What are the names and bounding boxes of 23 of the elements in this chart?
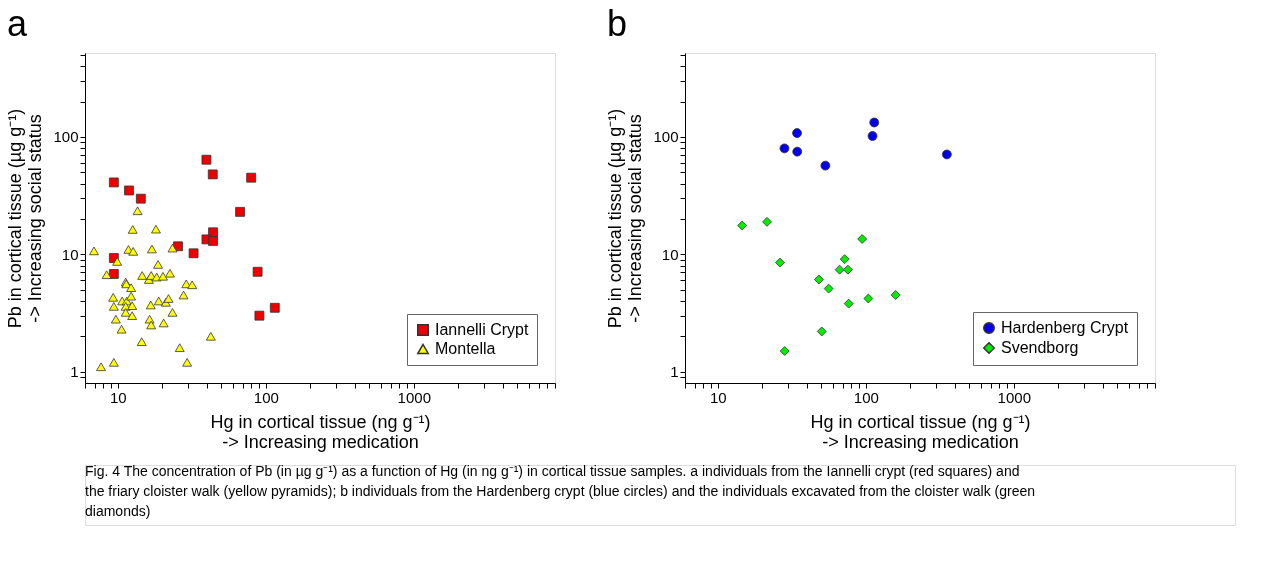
y-tick-label: 1 <box>670 363 679 381</box>
chart-title: b <box>606 3 627 44</box>
y-tick-label: 10 <box>61 245 79 263</box>
x-tick-label: 1000 <box>997 388 1031 406</box>
x-tick-label: 100 <box>853 388 879 406</box>
caption: Fig. 4 The concentration of Pb (in µg g⁻¹) as a function of Hg (in ng g⁻¹) in cortical tissue samples. a individuals from the Iannelli crypt (red squares) and the friary cloister walk (yellow pyramids); b individuals from the Hardenberg crypt (blue circles) and the individuals excavated from the cloister walk (green diamonds) <box>85 463 1036 519</box>
x-tick-label: 1000 <box>397 388 431 406</box>
y-axis-title: Pb in cortical tissue (µg g⁻¹) -> Increasing social status <box>5 108 46 329</box>
x-tick-label: 10 <box>709 388 727 406</box>
x-axis-title: Hg in cortical tissue (ng g⁻¹) -> Increasing medication <box>810 411 1031 452</box>
x-tick-label: 10 <box>109 388 127 406</box>
legend-label: Svendborg <box>1001 339 1079 356</box>
legend-label: Iannelli Crypt <box>435 321 529 338</box>
y-axis-title: Pb in cortical tissue (µg g⁻¹) -> Increasing social status <box>605 108 646 329</box>
y-tick-label: 1 <box>70 363 79 381</box>
x-axis-title: Hg in cortical tissue (ng g⁻¹) -> Increasing medication <box>210 411 431 452</box>
y-tick-label: 10 <box>661 245 679 263</box>
y-tick-label: 100 <box>53 128 79 146</box>
chart-title: a <box>6 3 28 44</box>
x-tick-label: 100 <box>253 388 279 406</box>
legend-label: Hardenberg Crypt <box>1001 319 1129 336</box>
legend-label: Montella <box>435 340 496 357</box>
y-tick-label: 100 <box>653 128 679 146</box>
